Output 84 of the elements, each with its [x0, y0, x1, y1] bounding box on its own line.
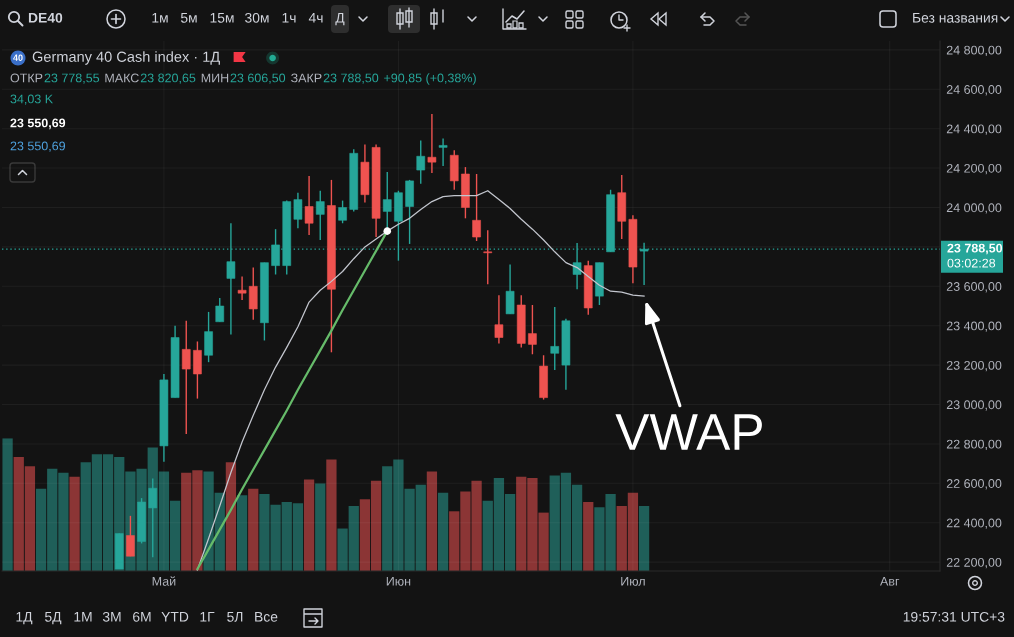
annotation: ЗАКР: [291, 73, 322, 83]
y-tick-label: 24 400,00: [946, 124, 1002, 135]
text: 6М: [133, 611, 151, 622]
y-tick-label: 22 400,00: [946, 518, 1002, 529]
y-tick-label: 22 200,00: [946, 557, 1002, 569]
y-tick-label: 24 800,00: [946, 45, 1002, 56]
text: 3М: [102, 611, 121, 622]
bar: [583, 502, 594, 571]
text: 5м: [180, 13, 197, 23]
candlestick: [505, 263, 515, 315]
annotation: +90,85 (+0,38%): [384, 73, 476, 85]
y-tick-label: 24 000,00: [946, 203, 1002, 214]
y-tick-label: 22 600,00: [946, 479, 1002, 490]
text: 5Д: [44, 612, 62, 625]
annotation: 23 550,69: [10, 141, 66, 152]
candlestick: [572, 242, 582, 290]
candlestick: [315, 190, 325, 241]
candlestick: [248, 266, 258, 321]
bar: [236, 495, 248, 571]
candlestick: [494, 294, 504, 345]
text: 1М: [74, 612, 92, 622]
x-tick-label: Май: [152, 576, 176, 586]
bar: [303, 479, 315, 571]
text: Germany 40 Cash index · 1Д: [32, 51, 220, 65]
ref-line-label: 23 788,50: [947, 243, 1003, 255]
annotation: 23 788,50: [323, 73, 379, 84]
x-tick-label: Авг: [880, 577, 900, 586]
candlestick: [304, 175, 314, 236]
text: 30м: [245, 12, 269, 23]
text: YTD: [161, 612, 189, 622]
candlestick: [204, 311, 213, 363]
bar: [638, 505, 650, 571]
bar: [248, 488, 259, 571]
candlestick: [438, 137, 448, 167]
text: 1м: [152, 13, 168, 23]
candlestick: [472, 173, 481, 242]
text: Без названия: [913, 13, 998, 23]
y-tick-label: 22 800,00: [946, 439, 1002, 451]
y-tick-label: 23 200,00: [946, 360, 1002, 372]
candlestick: [181, 320, 191, 435]
bar: [2, 438, 13, 571]
text: 1Г: [200, 612, 215, 622]
candlestick: [483, 229, 493, 286]
annotation: 23 606,50: [230, 73, 286, 84]
annotation: ОТКР: [10, 73, 43, 83]
candlestick: [293, 192, 303, 229]
bar: [437, 492, 449, 571]
y-tick-label: 24 600,00: [946, 85, 1002, 96]
candlestick: [215, 297, 225, 323]
candlestick: [237, 275, 247, 301]
bar: [426, 471, 438, 571]
bar: [315, 483, 326, 571]
annotation: МАКС: [105, 73, 139, 83]
text: 1Д: [16, 612, 33, 625]
candlestick: [528, 304, 537, 355]
text: 19:57:31 UTC+3: [903, 611, 1005, 622]
annotation: 23 550,69: [10, 118, 66, 130]
x-tick-label: Июн: [386, 577, 411, 586]
text: 03:02:28: [947, 258, 996, 268]
text: VWAP: [615, 414, 762, 450]
y-tick-label: 23 400,00: [946, 321, 1002, 332]
candlestick: [338, 199, 347, 224]
text: 4ч: [308, 13, 323, 23]
text: 1ч: [282, 13, 296, 23]
bar: [69, 476, 80, 571]
candlestick: [416, 139, 426, 185]
bar: [326, 459, 337, 571]
annotation: 34,03 K: [10, 94, 53, 105]
annotation: 40: [13, 54, 23, 61]
text: Д: [335, 13, 345, 26]
annotation: 23 820,65: [140, 73, 196, 84]
text: 5Л: [227, 612, 243, 622]
x-tick-label: Июл: [621, 577, 645, 586]
candlestick: [550, 306, 560, 371]
annotation: МИН: [201, 73, 229, 83]
candlestick: [193, 340, 202, 400]
annotation: 23 778,55: [44, 73, 100, 84]
text: 15м: [210, 13, 234, 23]
text: DE40: [28, 12, 63, 23]
candlestick: [427, 113, 437, 174]
y-tick-label: 23 000,00: [946, 400, 1002, 411]
y-tick-label: 24 200,00: [946, 163, 1002, 175]
y-tick-label: 23 600,00: [946, 282, 1002, 293]
text: Все: [255, 612, 278, 622]
